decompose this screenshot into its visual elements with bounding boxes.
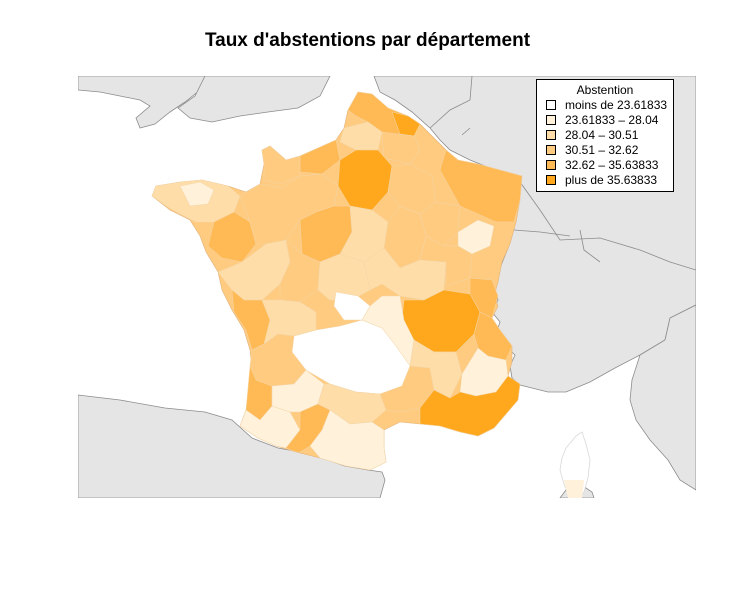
legend-swatch [546,99,556,110]
neighbor-borders [429,76,696,271]
legend-swatch [546,174,556,185]
legend-label: plus de 35.63833 [565,172,658,187]
legend-item: 23.61833 – 28.04 [546,112,673,127]
dept-region [261,145,301,185]
dept-region [391,111,421,137]
legend-label: 30.51 – 32.62 [565,142,639,157]
legend-swatch [546,159,556,170]
legend-swatch [546,129,556,140]
legend-label: moins de 23.61833 [565,97,668,112]
legend-label: 23.61833 – 28.04 [565,112,659,127]
dept-region [361,295,415,367]
legend-label: 28.04 – 30.51 [565,127,639,142]
legend-item: plus de 35.63833 [546,172,673,187]
dept-region [239,405,301,449]
island-corsica-south [564,480,584,498]
legend-swatch [546,144,556,155]
dept-region [439,149,523,223]
legend-item: 32.62 – 35.63833 [546,157,673,172]
legend: Abstention moins de 23.61833 23.61833 – 2… [536,79,674,192]
dept-region [309,409,387,471]
map-title: Taux d'abstentions par département [204,30,531,51]
departments [151,91,523,471]
dept-region [261,299,317,345]
dept-region [179,181,215,207]
legend-title: Abstention [576,83,634,97]
legend-label: 32.62 – 35.63833 [565,157,659,172]
dept-region [419,375,521,437]
dept-region [317,253,371,301]
country-great-britain-south [177,76,331,123]
legend-items: moins de 23.61833 23.61833 – 28.04 28.04 –… [537,97,673,187]
country-italy-south [629,304,696,491]
legend-swatch [546,114,556,125]
legend-item: moins de 23.61833 [546,97,673,112]
legend-item: 28.04 – 30.51 [546,127,673,142]
dept-region [381,131,421,165]
dept-region [207,211,257,263]
legend-item: 30.51 – 32.62 [546,142,673,157]
dept-region [317,383,387,425]
